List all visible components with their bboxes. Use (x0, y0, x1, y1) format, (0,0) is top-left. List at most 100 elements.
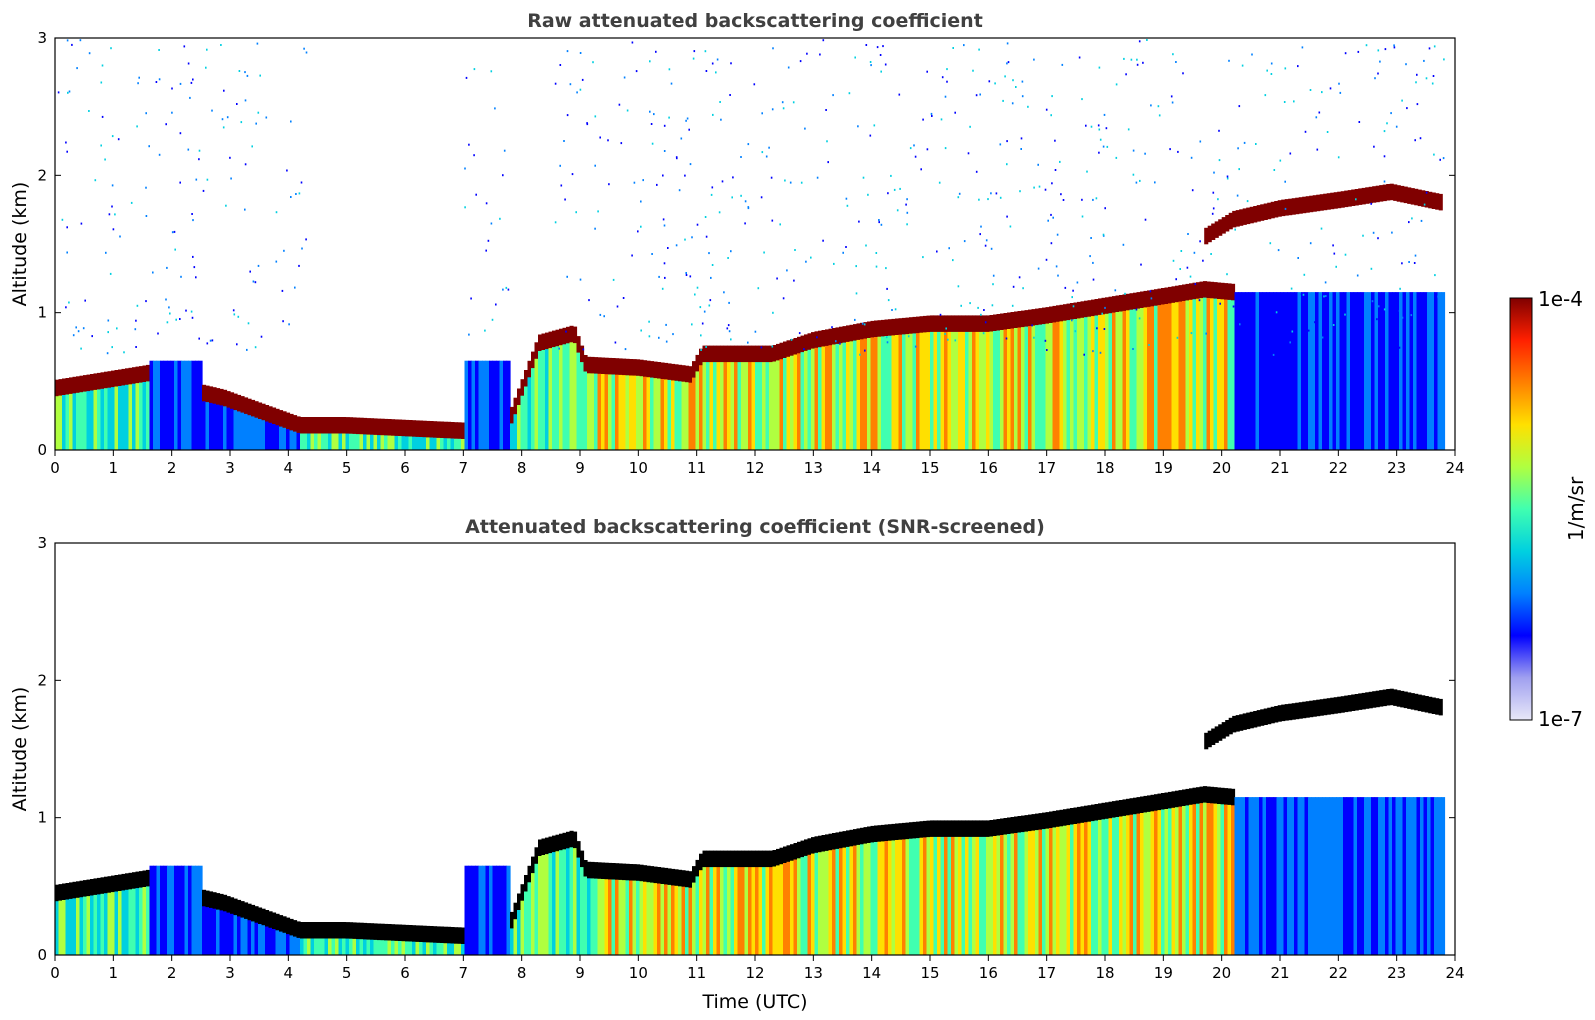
aerosol-column (62, 386, 67, 450)
aerosol-column (1336, 797, 1341, 955)
noise-speck (1172, 53, 1174, 56)
noise-speck (1146, 39, 1148, 41)
aerosol-column (713, 858, 718, 955)
aerosol-column (1357, 292, 1362, 450)
aerosol-column (552, 338, 557, 450)
upper-cloud-cell (1431, 192, 1436, 209)
cloud-base-cell (408, 925, 413, 942)
aerosol-column (167, 360, 172, 450)
cloud-base-cell (653, 361, 658, 379)
aerosol-column (800, 343, 805, 450)
aerosol-column (1427, 797, 1432, 955)
aerosol-column (1290, 797, 1295, 955)
noise-speck (495, 303, 497, 306)
aerosol-column (139, 374, 144, 450)
cloud-base-cell (531, 351, 536, 369)
aerosol-column (534, 855, 539, 955)
cloud-base-cell (226, 391, 231, 408)
aerosol-column (877, 833, 882, 955)
noise-speck (982, 332, 985, 335)
aerosol-column (1073, 815, 1078, 955)
noise-speck (740, 156, 742, 158)
cloud-base-cell (331, 417, 336, 434)
noise-speck (1098, 151, 1100, 154)
x-tick-label: 9 (575, 459, 585, 477)
noise-speck (1015, 86, 1017, 88)
aerosol-column (870, 834, 875, 955)
cloud-base-cell (279, 915, 284, 932)
cloud-base-cell (422, 420, 427, 438)
aerosol-column (1178, 293, 1183, 450)
noise-speck (854, 56, 856, 59)
aerosol-column (842, 334, 847, 450)
aerosol-column (237, 403, 242, 450)
cloud-base-cell (786, 340, 791, 357)
cloud-base-cell (1147, 795, 1152, 812)
noise-speck (803, 348, 805, 351)
aerosol-column (811, 845, 816, 955)
noise-speck (65, 141, 67, 144)
aerosol-column (1210, 795, 1215, 955)
cloud-base-cell (597, 862, 602, 879)
noise-speck (1157, 105, 1160, 108)
aerosol-column (940, 828, 945, 955)
upper-cloud-cell (1358, 693, 1363, 710)
noise-speck (206, 48, 208, 51)
aerosol-column (702, 353, 707, 450)
noise-speck (1212, 191, 1215, 194)
aerosol-column (590, 365, 595, 450)
aerosol-column (972, 323, 977, 450)
cloud-base-cell (639, 864, 644, 882)
aerosol-column (118, 377, 123, 450)
cloud-base-cell (1115, 800, 1120, 817)
upper-cloud-cell (1225, 720, 1230, 737)
noise-speck (907, 335, 910, 338)
aerosol-column (69, 385, 74, 450)
noise-speck (1007, 61, 1010, 64)
cloud-base-cell (90, 374, 95, 391)
noise-speck (1324, 281, 1327, 284)
noise-speck (247, 322, 250, 325)
noise-speck (1335, 265, 1337, 268)
cloud-base-cell (1210, 786, 1215, 804)
cloud-base-cell (695, 354, 700, 372)
cloud-base-cell (1056, 810, 1061, 827)
cloud-base-cell (321, 417, 326, 434)
aerosol-column (471, 865, 476, 955)
noise-speck (256, 42, 259, 45)
noise-speck (1434, 274, 1436, 277)
aerosol-column (699, 357, 704, 450)
cloud-base-cell (1070, 808, 1075, 825)
aerosol-column (1304, 292, 1309, 450)
cloud-base-cell (930, 315, 935, 332)
aerosol-column (198, 865, 203, 955)
noise-speck (1303, 273, 1306, 276)
cloud-base-cell (272, 407, 277, 424)
noise-speck (180, 275, 182, 278)
aerosol-column (569, 334, 574, 450)
cloud-base-cell (457, 422, 462, 439)
aerosol-column (664, 371, 669, 450)
aerosol-column (1325, 292, 1330, 450)
aerosol-column (933, 323, 938, 450)
upper-cloud-cell (1354, 189, 1359, 206)
noise-speck (1399, 287, 1401, 290)
noise-speck (1002, 99, 1004, 102)
aerosol-column (391, 932, 396, 955)
aerosol-column (667, 876, 672, 955)
cloud-base-cell (538, 839, 543, 856)
noise-speck (581, 78, 584, 81)
aerosol-column (989, 828, 994, 955)
aerosol-column (1273, 797, 1278, 955)
noise-speck (980, 313, 982, 316)
cloud-base-cell (405, 924, 410, 942)
noise-speck (191, 316, 194, 319)
cloud-base-cell (587, 356, 592, 374)
aerosol-column (741, 858, 746, 955)
noise-speck (747, 143, 750, 146)
cloud-base-cell (1213, 282, 1218, 299)
noise-speck (1072, 305, 1075, 308)
aerosol-column (541, 341, 546, 450)
cloud-base-cell (1150, 289, 1155, 307)
noise-speck (1398, 309, 1401, 312)
